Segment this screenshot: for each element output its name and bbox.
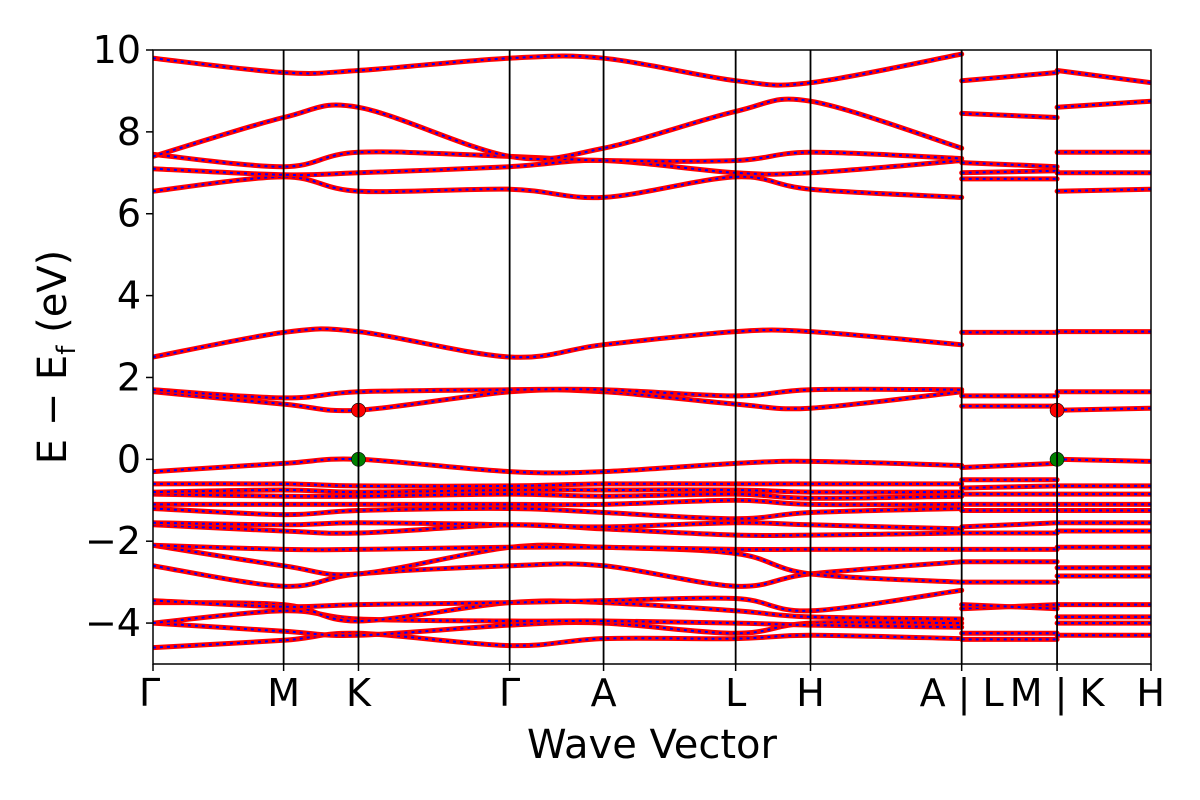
band-16: [153, 387, 965, 414]
band-45: [959, 110, 1060, 120]
y-tick-label: 10: [93, 28, 141, 72]
x-tick-label: Γ: [499, 671, 520, 715]
x-tick-label: A: [591, 671, 617, 715]
band-line: [153, 587, 965, 614]
x-axis-label: Wave Vector: [527, 722, 778, 768]
band-11: [153, 497, 965, 508]
x-tick-label: A | L: [920, 671, 1004, 716]
x-tick-label: K: [346, 671, 372, 715]
band-23: [153, 51, 965, 88]
band-line-dashed: [1057, 407, 1151, 412]
band-line-dashed: [961, 462, 1058, 469]
band-7: [153, 542, 965, 553]
band-line-dashed: [961, 161, 1058, 168]
band-line-dashed: [961, 71, 1058, 82]
band-44: [959, 160, 1060, 170]
x-tick-label: H: [1136, 671, 1165, 715]
band-lines: [153, 51, 1151, 651]
band-13: [153, 487, 965, 495]
band-line-dashed: [961, 112, 1058, 119]
band-line-dashed: [961, 603, 1058, 610]
x-tick-label: M | K: [1010, 671, 1106, 716]
band-line-dashed: [153, 493, 962, 500]
x-tick-label: M: [267, 671, 300, 715]
y-tick-label: −4: [85, 601, 141, 645]
band-61: [1054, 405, 1151, 413]
y-tick-label: 8: [117, 110, 141, 154]
band-line-dashed: [153, 544, 962, 551]
band-line-dashed: [153, 560, 962, 588]
band-46: [959, 70, 1060, 84]
y-axis-label-unit: (eV): [30, 250, 76, 346]
high-symmetry-lines: [282, 50, 1058, 664]
band-line: [153, 387, 965, 414]
band-line-dashed: [153, 499, 962, 506]
y-tick-label: −2: [85, 519, 141, 563]
band-line-dashed: [961, 603, 1058, 610]
band-64: [1054, 186, 1151, 194]
y-tick-label: 4: [117, 274, 141, 318]
band-line-dashed: [1057, 458, 1151, 463]
band-0: [153, 630, 965, 651]
band-12: [153, 491, 965, 501]
y-axis-label-main: E − E: [30, 355, 76, 465]
band-line-dashed: [961, 169, 1058, 174]
x-tick-label: H: [796, 671, 825, 715]
band-10: [153, 505, 965, 522]
band-38: [959, 460, 1060, 470]
band-line-dashed: [153, 482, 962, 488]
band-line: [153, 51, 965, 88]
band-36: [959, 483, 1060, 491]
band-18: [153, 326, 965, 360]
y-tick-label: 0: [117, 437, 141, 481]
y-axis-label: E − Ef (eV): [30, 250, 82, 465]
band-line-dashed: [1057, 100, 1151, 109]
y-tick-label: 2: [117, 355, 141, 399]
band-68: [1054, 68, 1151, 86]
x-tick-label: L: [725, 671, 746, 715]
band-67: [1054, 98, 1151, 110]
band-line-dashed: [153, 488, 962, 494]
band-line-dashed: [961, 484, 1058, 489]
band-27: [959, 602, 1060, 612]
band-line-dashed: [1057, 188, 1151, 193]
band-19: [153, 174, 965, 201]
x-tick-label: Γ: [139, 671, 160, 715]
band-line-dashed: [961, 521, 1058, 528]
y-tick-label: 6: [117, 192, 141, 236]
band-43: [959, 168, 1060, 176]
band-14: [153, 481, 965, 489]
band-32: [959, 520, 1060, 530]
band-line-dashed: [1056, 69, 1151, 84]
band-line: [153, 96, 965, 162]
band-line: [153, 386, 965, 401]
plot-frame: [152, 49, 1152, 665]
y-axis-ticks: −4 −2 0 2 4 6 8 10: [85, 28, 153, 645]
band-4: [153, 587, 965, 614]
band-60: [1054, 456, 1151, 464]
plot-area: [153, 51, 1151, 651]
band-22: [153, 96, 965, 162]
band-15: [153, 456, 965, 476]
y-axis-label-subscript: f: [52, 345, 82, 355]
band-17: [153, 386, 965, 401]
band-edge-markers: [351, 402, 1065, 467]
band-line-dashed: [153, 53, 962, 87]
band-line-dashed: [153, 521, 962, 530]
band-line-dashed: [153, 175, 962, 199]
